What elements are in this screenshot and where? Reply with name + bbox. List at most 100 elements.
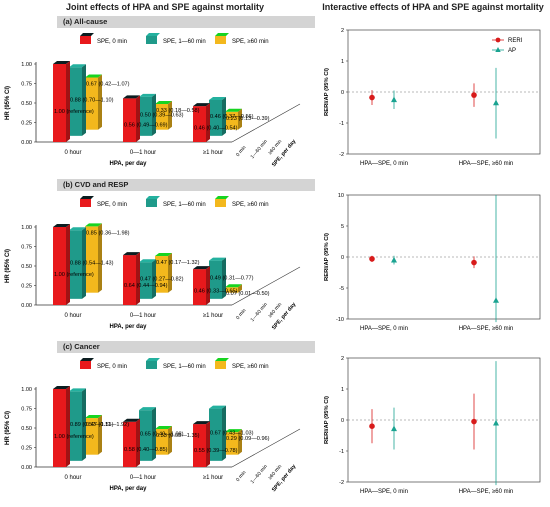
bar-side <box>168 253 172 293</box>
x-category-label: 0 hour <box>64 150 81 156</box>
bar-data-label: 0.55 (0.39—0.78) <box>194 448 238 454</box>
bar-top <box>209 257 226 261</box>
bar <box>225 111 238 130</box>
bar-data-label: 0.46 (0.40—0.54) <box>194 126 238 132</box>
legend-reri-marker <box>495 37 501 43</box>
bar-side <box>66 61 70 142</box>
legend-swatch-top <box>215 358 229 361</box>
x-category-label: HPA—SPE, ≥60 min <box>459 161 514 167</box>
x-category-label: HPA—SPE, 0 min <box>360 326 408 332</box>
bar <box>193 269 206 305</box>
x-category-label: ≥1 hour <box>203 150 223 156</box>
bar-top <box>53 386 70 389</box>
x-category-label: HPA—SPE, 0 min <box>360 489 408 495</box>
bar <box>69 67 82 136</box>
bar-top <box>53 61 70 64</box>
bar-top <box>69 227 86 231</box>
bar <box>85 226 98 293</box>
bar-side <box>152 93 156 136</box>
bar-data-label: 0.58 (0.40—0.85) <box>124 447 168 453</box>
panel-header-c: (c) Cancer <box>57 341 315 353</box>
y-tick-label: -10 <box>336 317 344 323</box>
legend-label: SPE, 0 min <box>97 364 127 370</box>
bar-top <box>193 421 210 425</box>
bar-side <box>206 421 210 467</box>
x-category-label: HPA—SPE, ≥60 min <box>459 326 514 332</box>
y-tick-label: 0.00 <box>21 303 32 309</box>
bar-top <box>225 108 242 112</box>
x-category-label: ≥1 hour <box>203 313 223 319</box>
bar <box>53 389 66 467</box>
bar <box>69 230 82 299</box>
ap-point <box>493 419 499 426</box>
bar-top <box>209 96 226 100</box>
bar-data-label: 0.67 (0.43—1.03) <box>210 431 254 437</box>
y-tick-label: -5 <box>339 286 344 292</box>
bar-side <box>136 418 140 467</box>
legend-swatch <box>80 199 91 207</box>
bar <box>155 428 168 455</box>
bar-top <box>53 224 70 227</box>
y-tick-label: 0.50 <box>21 264 32 270</box>
bar-top <box>85 415 102 419</box>
y-tick-label: 0.75 <box>21 245 32 251</box>
bar-data-label: 1.00 (reference) <box>54 272 94 278</box>
bar-top <box>225 429 242 433</box>
reri-point <box>369 256 375 262</box>
x-category-label: 0 hour <box>64 313 81 319</box>
bar-top <box>139 407 156 411</box>
bar <box>123 98 136 142</box>
y-tick-label: 1.00 <box>21 225 32 231</box>
bar-data-label: 0.65 (0.40—1.08) <box>140 432 184 438</box>
y-tick-label: 10 <box>338 193 344 199</box>
left-column-title: Joint effects of HPA and SPE against mor… <box>65 2 265 12</box>
x-axis-label: HPA, per day <box>110 161 148 167</box>
bar <box>225 432 238 455</box>
legend-swatch-top <box>215 33 229 36</box>
depth-axis <box>231 266 301 306</box>
bar-chart-cvd-resp: 0.00 0.25 0.50 0.75 1.00 HR (95% CI) SPE, 0 mi… <box>5 196 301 331</box>
legend-label: SPE, ≥60 min <box>232 364 269 370</box>
bar-top <box>209 405 226 409</box>
bar-chart-all-cause: 0.00 0.25 0.50 0.75 1.00 HR (95% CI) SPE, 0 mi… <box>5 33 301 168</box>
bar <box>155 103 168 130</box>
bar-top <box>139 93 156 97</box>
bar-top <box>155 253 172 257</box>
reri-point <box>369 94 375 101</box>
depth-axis <box>231 428 301 468</box>
x-category-label: 0 hour <box>64 475 81 481</box>
legend-label: AP <box>508 48 516 54</box>
bar-top <box>155 100 172 104</box>
bar-side <box>206 103 210 142</box>
bar-data-label: 0.33 (0.08—1.35) <box>156 433 200 439</box>
y-tick-label: 5 <box>341 224 344 230</box>
x-axis-label: HPA, per day <box>110 324 148 330</box>
reri-point <box>471 92 477 98</box>
bar-top <box>85 223 102 227</box>
legend-label: RERI <box>508 38 523 44</box>
legend-swatch <box>146 36 157 44</box>
bar <box>193 424 206 467</box>
bar <box>53 64 66 142</box>
bar <box>139 410 152 461</box>
y-tick-label: 0.50 <box>21 101 32 107</box>
bar-side <box>222 96 226 136</box>
y-tick-label: 1.00 <box>21 387 32 393</box>
panel-header-a: (a) All-cause <box>57 16 315 28</box>
bar-top <box>193 103 210 107</box>
x-category-label: HPA—SPE, ≥60 min <box>459 489 514 495</box>
bar-data-label: 0.56 (0.49—0.69) <box>124 123 168 129</box>
y-axis-label: HR (95% CI) <box>5 86 11 120</box>
bar <box>209 99 222 136</box>
legend-swatch-top <box>80 33 94 36</box>
bar <box>53 227 66 305</box>
legend-label: SPE, 1—60 min <box>163 364 206 370</box>
ap-point <box>493 99 499 106</box>
bar-side <box>82 227 86 299</box>
ap-point <box>391 425 397 432</box>
bar-data-label: 0.49 (0.31—0.77) <box>210 276 254 282</box>
bar-top <box>155 425 172 429</box>
bar-data-label: 0.07 (0.01—0.50) <box>226 291 270 297</box>
legend-label: SPE, ≥60 min <box>232 39 269 45</box>
